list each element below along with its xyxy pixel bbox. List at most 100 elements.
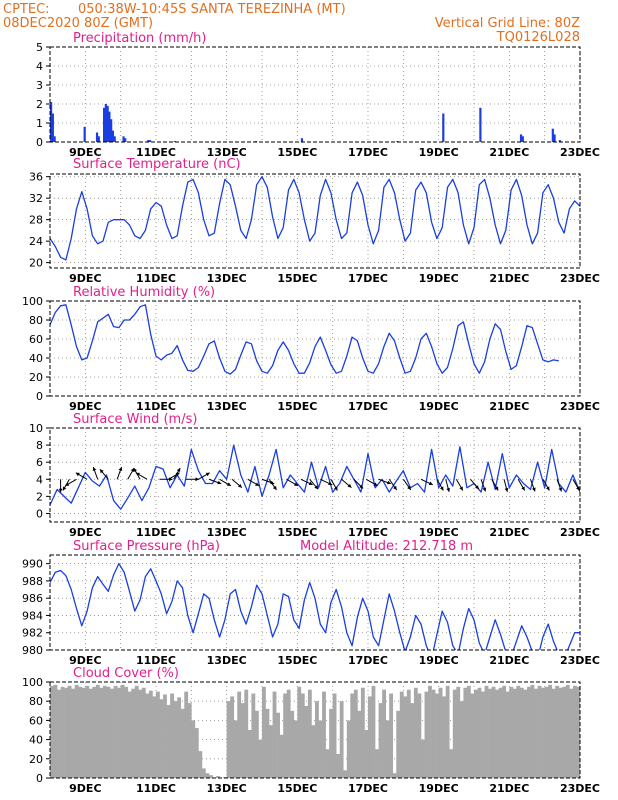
cloud-series bbox=[50, 684, 580, 778]
precip-bar bbox=[106, 105, 109, 142]
wind-vector-head bbox=[255, 482, 260, 486]
y-tick-label: 988 bbox=[22, 575, 43, 588]
cloud-bar bbox=[382, 689, 386, 778]
wind-vector-head bbox=[359, 484, 364, 489]
cloud-bar bbox=[360, 687, 365, 778]
wind-vector bbox=[572, 479, 580, 491]
x-tick-label: 21DEC bbox=[489, 272, 529, 285]
cloud-bar bbox=[530, 684, 535, 778]
panels: 0 1 2 3 4 5 9DEC 11DEC 13DEC 15DEC 17DEC 19DEC 21DEC… bbox=[22, 31, 600, 795]
wind-vector bbox=[58, 479, 63, 493]
cloud-bar bbox=[406, 689, 411, 778]
wind-vector-head bbox=[407, 485, 411, 490]
y-tick-label: 24 bbox=[29, 235, 43, 248]
cloud-bar bbox=[106, 686, 111, 778]
cloud-bar bbox=[389, 693, 394, 778]
cloud-bar bbox=[194, 728, 199, 778]
x-tick-label: 23DEC bbox=[560, 526, 600, 539]
cloud-bar bbox=[131, 688, 136, 778]
cloud-bar bbox=[368, 696, 372, 778]
cloud-bar bbox=[569, 688, 574, 778]
cloud-bar bbox=[403, 696, 408, 778]
cloud-bar bbox=[424, 691, 429, 778]
x-tick-label: 21DEC bbox=[489, 146, 529, 159]
x-tick-label: 17DEC bbox=[348, 272, 388, 285]
cloud-bar bbox=[57, 689, 61, 778]
wind-vector bbox=[135, 472, 148, 480]
cloud-bar bbox=[258, 739, 263, 778]
y-tick-label: 2 bbox=[36, 490, 43, 503]
wind-vector-head bbox=[576, 486, 580, 491]
wind-vector bbox=[231, 478, 243, 489]
precip-bar bbox=[83, 126, 86, 142]
cloud-bar bbox=[502, 685, 507, 778]
header-location: 050:38W-10:45S SANTA TEREZINHA (MT) bbox=[78, 2, 346, 17]
temperature-title: Surface Temperature (nC) bbox=[73, 157, 241, 172]
wind-vector bbox=[219, 478, 232, 487]
y-tick-label: 5 bbox=[36, 41, 43, 54]
x-tick-label: 23DEC bbox=[560, 654, 600, 667]
y-tick-label: 28 bbox=[29, 214, 43, 227]
wind-frame bbox=[49, 427, 581, 523]
y-tick-label: 100 bbox=[22, 295, 43, 308]
cloud-bar bbox=[103, 685, 107, 778]
cloud-bar bbox=[177, 697, 182, 778]
cloud-bar bbox=[364, 730, 369, 778]
cloud-bar bbox=[297, 686, 302, 778]
wind-vector-head bbox=[118, 467, 123, 471]
x-tick-label: 15DEC bbox=[277, 146, 317, 159]
cloud-bar bbox=[456, 686, 461, 778]
x-tick-label: 17DEC bbox=[348, 146, 388, 159]
cloud-bar bbox=[240, 703, 245, 778]
wind-series bbox=[50, 444, 580, 510]
wind-vector bbox=[556, 479, 563, 492]
x-tick-label: 23DEC bbox=[560, 146, 600, 159]
wind-vector bbox=[186, 477, 200, 482]
cloud-bar bbox=[463, 687, 468, 778]
cloud-bar bbox=[201, 768, 206, 778]
x-tick-label: 21DEC bbox=[489, 654, 529, 667]
header-model: TQ0126L028 bbox=[496, 30, 580, 45]
cloud-bar bbox=[141, 687, 146, 778]
cloud-bar bbox=[148, 690, 153, 778]
cloud-bar bbox=[350, 693, 355, 778]
cloud-bar bbox=[254, 710, 259, 778]
wind-vector-head bbox=[482, 487, 487, 492]
wind-vector-head bbox=[459, 486, 463, 491]
y-tick-label: 984 bbox=[22, 609, 43, 622]
temperature-panel: 20 24 28 32 36 9DEC 11DEC 13DEC 15DEC 17DEC 19DEC 2… bbox=[29, 157, 600, 285]
cloud-bar bbox=[385, 720, 390, 778]
cloud-bar bbox=[318, 720, 323, 778]
wind-vector-head bbox=[195, 477, 199, 482]
cloud-bar bbox=[371, 685, 376, 778]
y-tick-label: 980 bbox=[22, 644, 43, 657]
x-tick-label: 11DEC bbox=[136, 526, 176, 539]
cloud-bar bbox=[134, 685, 139, 778]
cloud-bar bbox=[428, 685, 432, 778]
cloud-bar bbox=[459, 701, 464, 778]
pressure-annotation: Model Altitude: 212.718 m bbox=[300, 539, 473, 554]
x-tick-label: 17DEC bbox=[348, 400, 388, 413]
cloud-bar bbox=[120, 684, 125, 778]
cloud-bar bbox=[534, 688, 538, 778]
wind-vector-head bbox=[65, 482, 70, 486]
precip-bar bbox=[479, 107, 482, 142]
cloud-bar bbox=[304, 706, 309, 778]
cloud-bar bbox=[421, 739, 425, 778]
wind-vector-head bbox=[446, 487, 450, 492]
cloud-bar bbox=[346, 720, 351, 778]
cloud-bar bbox=[88, 688, 93, 778]
x-tick-label: 9DEC bbox=[69, 400, 101, 413]
cloud-bar bbox=[505, 691, 510, 778]
cloud-bar bbox=[452, 689, 457, 778]
wind-vector bbox=[530, 479, 536, 492]
precip-bar bbox=[300, 138, 304, 142]
y-tick-label: 6 bbox=[36, 456, 43, 469]
wind-vector bbox=[208, 478, 222, 485]
cloud-bar bbox=[237, 691, 242, 778]
humidity-line bbox=[50, 304, 559, 375]
x-tick-label: 11DEC bbox=[136, 782, 176, 795]
cloud-bar bbox=[481, 691, 485, 778]
cloud-bar bbox=[279, 734, 284, 778]
y-tick-label: 20 bbox=[29, 371, 43, 384]
